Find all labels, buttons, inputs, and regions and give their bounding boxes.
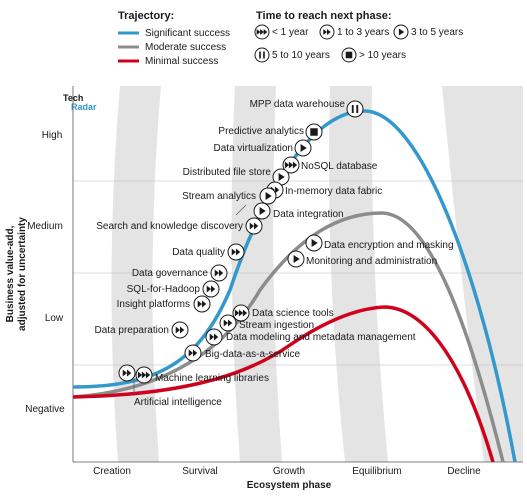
label-data-governance: Data governance xyxy=(132,268,209,279)
legend-time-label: 3 to 5 years xyxy=(411,27,463,38)
legend-time-label: > 10 years xyxy=(359,50,406,61)
marker-sql-for-hadoop xyxy=(202,280,220,298)
marker-search-and-knowledge-discovery xyxy=(245,217,263,235)
legend-label-moderate: Moderate success xyxy=(145,42,226,53)
marker-data-quality xyxy=(227,243,245,261)
phase-band-4 xyxy=(442,86,523,462)
y-axis-title-line-1: Business value-add, xyxy=(5,225,16,322)
legend-triple-arrow-icon xyxy=(254,24,270,40)
marker-insight-platforms xyxy=(193,295,211,313)
marker-data-modeling-and-metadata-management xyxy=(205,328,223,346)
label-nosql-database: NoSQL database xyxy=(301,161,378,172)
legend-time-label: < 1 year xyxy=(272,27,309,38)
label-data-virtualization: Data virtualization xyxy=(214,143,293,154)
curve-minimal-success xyxy=(73,305,495,462)
legend-square-icon xyxy=(341,47,357,63)
leader-data-integration xyxy=(235,204,247,216)
marker-predictive-analytics xyxy=(305,123,323,141)
x-axis-title: Ecosystem phase xyxy=(247,480,332,491)
label-distributed-file-store: Distributed file store xyxy=(183,167,272,178)
legend-time-title: Time to reach next phase: xyxy=(256,10,392,22)
legend-time-icons: < 1 year 1 to 3 years 3 to 5 years 5 to 10 … xyxy=(254,24,463,63)
label-artificial-intelligence: Artificial intelligence xyxy=(134,397,222,408)
grid-lines xyxy=(73,180,523,366)
label-data-preparation: Data preparation xyxy=(95,325,170,336)
marker-mpp-data-warehouse xyxy=(346,100,364,118)
label-insight-platforms: Insight platforms xyxy=(117,299,190,310)
leader-lines xyxy=(133,204,247,396)
marker-nosql-database xyxy=(282,156,300,174)
label-stream-analytics: Stream analytics xyxy=(182,191,256,202)
x-tick-equilibrium: Equilibrium xyxy=(352,466,401,477)
y-tick-low: Low xyxy=(45,313,64,324)
x-tick-creation: Creation xyxy=(93,466,131,477)
label-mpp-data-warehouse: MPP data warehouse xyxy=(250,99,346,110)
tech-radar-logo: Tech Radar xyxy=(63,93,97,112)
marker-machine-learning-libraries xyxy=(135,366,153,384)
label-monitoring-and-administration: Monitoring and administration xyxy=(306,256,437,267)
legend-time-label: 5 to 10 years xyxy=(272,50,330,61)
legend-trajectory-title: Trajectory: xyxy=(118,10,174,22)
phase-band-3 xyxy=(329,86,388,462)
curve-moderate-success xyxy=(73,211,505,462)
marker-big-data-as-a-service xyxy=(184,344,202,362)
marker-data-virtualization xyxy=(294,139,312,157)
x-tick-survival: Survival xyxy=(182,466,218,477)
y-tick-labels: High Medium Low Negative xyxy=(25,130,65,415)
label-sql-for-hadoop: SQL-for-Hadoop xyxy=(127,284,201,295)
marker-monitoring-and-administration xyxy=(287,250,305,268)
marker-data-science-tools xyxy=(232,304,250,322)
marker-stream-ingestion xyxy=(219,314,237,332)
label-predictive-analytics: Predictive analytics xyxy=(218,126,304,137)
label-search-and-knowledge-discovery: Search and knowledge discovery xyxy=(96,221,243,232)
label-data-science-tools: Data science tools xyxy=(252,308,334,319)
y-tick-medium: Medium xyxy=(27,221,63,232)
legend-time-label: 1 to 3 years xyxy=(337,27,389,38)
marker-data-integration xyxy=(253,202,271,220)
legend-label-minimal: Minimal success xyxy=(145,56,218,67)
label-data-integration: Data integration xyxy=(273,209,344,220)
label-data-modeling-and-metadata-management: Data modeling and metadata management xyxy=(226,332,416,343)
y-axis-title-line-2: adjusted for uncertainty xyxy=(17,217,28,331)
label-data-encryption-and-masking: Data encryption and masking xyxy=(324,240,454,251)
legend-label-significant: Significant success xyxy=(145,28,230,39)
legend-pause-icon xyxy=(254,47,270,63)
technology-markers: MPP data warehouse Predictive analytics Da… xyxy=(95,99,454,408)
legend-double-arrow-icon xyxy=(319,24,335,40)
label-in-memory-data-fabric: In-memory data fabric xyxy=(285,186,382,197)
marker-data-preparation xyxy=(171,321,189,339)
label-data-quality: Data quality xyxy=(172,247,225,258)
marker-data-governance xyxy=(210,264,228,282)
marker-stream-analytics xyxy=(259,187,277,205)
label-stream-ingestion: Stream ingestion xyxy=(239,320,314,331)
y-axis-title: Business value-add, adjusted for uncerta… xyxy=(5,217,28,331)
marker-artificial-intelligence xyxy=(118,364,136,382)
x-tick-labels: Creation Survival Growth Equilibrium Dec… xyxy=(93,466,481,477)
y-tick-high: High xyxy=(42,130,63,141)
y-tick-negative: Negative xyxy=(25,404,65,415)
x-tick-growth: Growth xyxy=(273,466,305,477)
marker-data-encryption-and-masking xyxy=(305,234,323,252)
legend-play-icon xyxy=(393,24,409,40)
logo-line-2: Radar xyxy=(71,102,97,112)
label-big-data-as-a-service: Big-data-as-a-service xyxy=(205,349,300,360)
legend: Trajectory: Significant success Moderate… xyxy=(118,10,463,67)
x-tick-decline: Decline xyxy=(447,466,481,477)
label-machine-learning-libraries: Machine learning libraries xyxy=(155,373,269,384)
